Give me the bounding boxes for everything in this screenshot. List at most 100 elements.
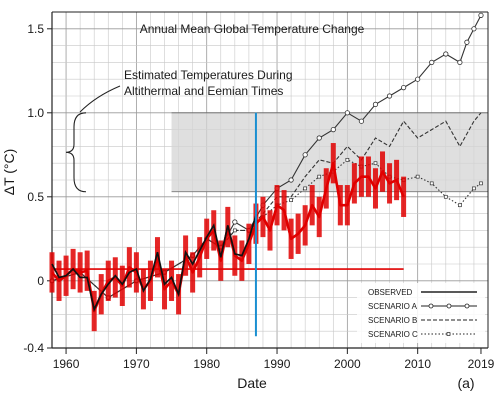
red-observation-bar bbox=[154, 237, 160, 278]
scenario-c-point bbox=[472, 186, 476, 191]
red-observation-bar bbox=[302, 205, 308, 246]
scenario-c-point bbox=[443, 194, 448, 199]
scenario-a-point bbox=[464, 39, 470, 45]
legend-swatch-marker bbox=[464, 303, 470, 309]
x-tick-label: 2019 bbox=[468, 357, 495, 371]
legend: OBSERVED SCENARIO A SCENARIO B SCENARIO C bbox=[357, 283, 485, 343]
red-observation-bar bbox=[56, 260, 62, 301]
red-observation-bar bbox=[232, 235, 238, 276]
x-tick-label: 1990 bbox=[264, 357, 291, 371]
x-tick-label: 1960 bbox=[53, 357, 80, 371]
red-observation-bar bbox=[274, 185, 280, 226]
red-observation-bar bbox=[281, 190, 287, 231]
red-observation-bar bbox=[316, 196, 322, 238]
scenario-c-point bbox=[289, 198, 293, 203]
scenario-a-point bbox=[457, 59, 463, 66]
scenario-a-point bbox=[443, 51, 449, 57]
red-observation-bar bbox=[105, 260, 111, 301]
red-observation-bar bbox=[267, 210, 273, 251]
chart-title: Annual Mean Global Temperature Change bbox=[140, 22, 365, 36]
legend-label: SCENARIO A bbox=[368, 302, 418, 311]
scenario-c-point bbox=[479, 181, 483, 186]
labels-layer: Annual Mean Global Temperature Change Es… bbox=[1, 22, 475, 391]
red-observation-bar bbox=[119, 265, 125, 306]
red-observation-bar bbox=[112, 257, 118, 298]
scenario-a-point bbox=[288, 177, 294, 183]
scenario-c-point bbox=[345, 157, 350, 162]
red-observation-bar bbox=[337, 185, 343, 226]
red-observation-bar bbox=[211, 210, 217, 251]
scenario-a-point bbox=[344, 110, 350, 116]
red-observation-bar bbox=[387, 163, 393, 204]
red-observation-bar bbox=[260, 196, 266, 238]
scenario-c-point bbox=[303, 186, 308, 191]
red-observation-bar bbox=[323, 168, 329, 209]
x-tick-label: 2010 bbox=[404, 357, 431, 371]
legend-swatch-marker bbox=[446, 303, 452, 309]
series-layer bbox=[49, 12, 484, 337]
x-axis-label: Date bbox=[237, 375, 267, 391]
y-tick-label: 0.5 bbox=[27, 190, 44, 204]
scenario-c-point bbox=[317, 174, 322, 179]
red-observation-bar bbox=[365, 156, 371, 197]
band-label-line-2: Altithermal and Eemian Times bbox=[124, 84, 283, 98]
scenario-a-point bbox=[429, 59, 435, 66]
red-observation-bar bbox=[380, 151, 386, 192]
legend-label: SCENARIO B bbox=[368, 316, 417, 325]
scenario-a-point bbox=[478, 12, 484, 18]
red-observation-bar bbox=[401, 176, 407, 217]
scenario-c-point bbox=[429, 181, 434, 186]
y-tick-label: 0 bbox=[37, 274, 44, 288]
red-observation-bar bbox=[295, 213, 301, 254]
y-tick-label: 1.5 bbox=[27, 22, 44, 36]
scenario-a-point bbox=[401, 85, 407, 91]
red-observation-bar bbox=[372, 168, 378, 209]
legend-swatch-marker bbox=[446, 332, 451, 336]
red-observation-bar bbox=[330, 143, 336, 184]
y-axis-label: ΔT (°C) bbox=[1, 149, 17, 196]
red-observation-bar bbox=[218, 240, 224, 281]
legend-background bbox=[357, 283, 485, 343]
legend-swatch-marker bbox=[428, 303, 434, 309]
red-observation-bar bbox=[49, 252, 55, 293]
scenario-a-point bbox=[330, 127, 336, 133]
red-observation-bar bbox=[394, 159, 400, 201]
observed-line bbox=[51, 215, 257, 312]
legend-label: SCENARIO C bbox=[368, 330, 418, 339]
panel-label: (a) bbox=[457, 375, 474, 391]
red-observation-bar bbox=[126, 247, 132, 288]
red-observation-bar bbox=[344, 185, 350, 226]
red-observation-bar bbox=[246, 223, 252, 264]
y-tick-label: -0.4 bbox=[23, 341, 44, 355]
red-observation-bar bbox=[169, 260, 175, 301]
red-observation-bar bbox=[197, 237, 203, 278]
scenario-a-point bbox=[471, 26, 477, 32]
scenario-a-point bbox=[358, 118, 365, 124]
red-observation-bar bbox=[358, 156, 364, 197]
scenario-a-point bbox=[372, 101, 379, 108]
red-observation-bar bbox=[351, 163, 357, 204]
scenario-c-point bbox=[373, 161, 378, 166]
x-tick-label: 1970 bbox=[123, 357, 150, 371]
scenario-a-point bbox=[316, 135, 322, 141]
x-tick-label: 2000 bbox=[334, 357, 361, 371]
scenario-c-point bbox=[232, 228, 237, 233]
red-observation-bar bbox=[239, 240, 245, 281]
red-observation-bar bbox=[288, 218, 294, 259]
scenario-c-point bbox=[415, 174, 420, 179]
scenario-a-point bbox=[232, 219, 238, 225]
shaded-band bbox=[65, 85, 488, 193]
red-observation-bar bbox=[84, 250, 90, 291]
red-observation-bar bbox=[190, 252, 196, 293]
red-observation-bar bbox=[309, 185, 315, 226]
scenario-a-point bbox=[386, 93, 393, 99]
scenario-c-point bbox=[458, 203, 462, 208]
band-label-line-1: Estimated Temperatures During bbox=[124, 68, 293, 82]
red-observation-bar bbox=[147, 260, 153, 301]
x-tick-label: 1980 bbox=[193, 357, 220, 371]
y-tick-label: 1.0 bbox=[27, 106, 44, 120]
band-brace-icon bbox=[65, 112, 87, 193]
red-observation-bar bbox=[77, 252, 83, 293]
red-observation-bar bbox=[133, 252, 139, 293]
